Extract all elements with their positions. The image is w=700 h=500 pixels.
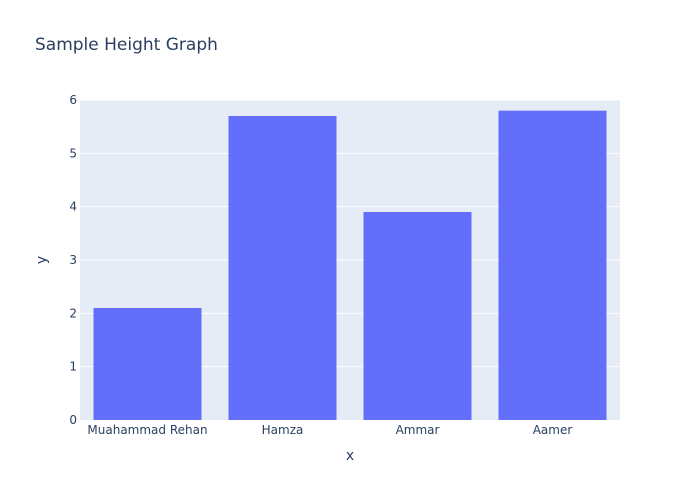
bar-muahammad-rehan[interactable] (93, 308, 202, 420)
bar-hamza[interactable] (228, 116, 337, 420)
y-tick-label: 0 (69, 413, 77, 427)
chart-title: Sample Height Graph (35, 35, 218, 55)
y-tick-label: 5 (69, 146, 77, 160)
y-tick-label: 2 (69, 306, 77, 320)
x-axis-title: x (346, 448, 354, 464)
y-axis-title: y (34, 256, 50, 264)
x-tick-label: Aamer (533, 423, 573, 437)
x-axis-ticks: Muahammad Rehan Hamza Ammar Aamer (87, 423, 572, 437)
bar-ammar[interactable] (363, 212, 472, 420)
x-tick-label: Ammar (396, 423, 440, 437)
y-tick-label: 4 (69, 200, 77, 214)
y-tick-label: 6 (69, 93, 77, 107)
y-tick-label: 3 (69, 253, 77, 267)
x-tick-label: Hamza (262, 423, 304, 437)
bars (93, 110, 607, 421)
y-axis-ticks: 0 1 2 3 4 5 6 (69, 93, 77, 427)
x-tick-label: Muahammad Rehan (87, 423, 207, 437)
bar-aamer[interactable] (498, 110, 607, 421)
y-tick-label: 1 (69, 360, 77, 374)
